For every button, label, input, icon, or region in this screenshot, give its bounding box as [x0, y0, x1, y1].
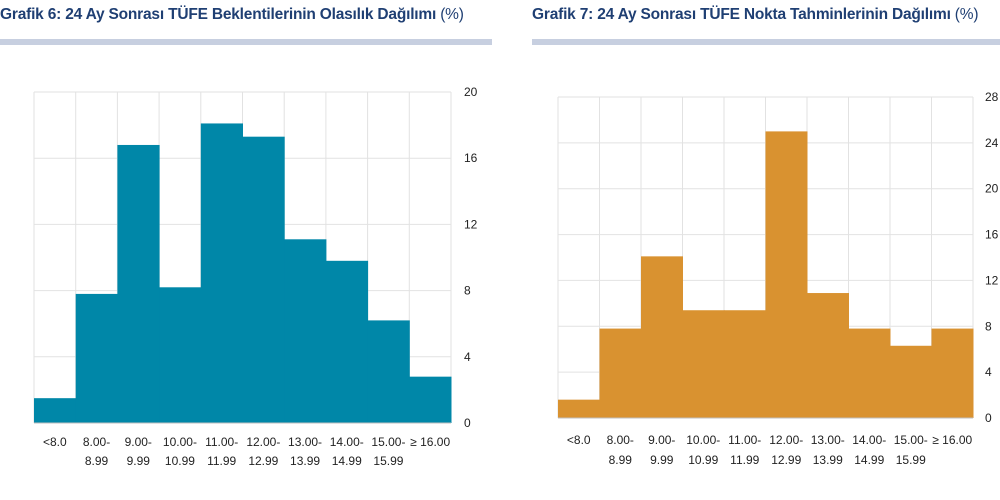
g6-ytick-label-2: 8 — [464, 284, 471, 298]
g7-bar-3 — [682, 310, 725, 418]
g7-bar-4 — [724, 310, 766, 418]
chart-title-7: Grafik 7: 24 Ay Sonrası TÜFE Nokta Tahmi… — [532, 6, 979, 24]
g7-xtick-label-4: 11.00- — [728, 433, 761, 447]
g7-xtick-label-0: <8.0 — [567, 433, 591, 447]
g7-ytick-label-6: 24 — [985, 136, 999, 150]
g6-xtick-label-6-line2: 13.99 — [290, 454, 320, 468]
g7-bar-9 — [931, 328, 974, 418]
g7-ytick-label-7: 28 — [985, 90, 999, 104]
g6-xtick-label-6: 13.00- — [288, 435, 322, 449]
g7-xtick-label-8-line2: 15.99 — [896, 453, 926, 467]
g7-bar-1 — [599, 328, 642, 418]
g6-xtick-label-3-line2: 10.99 — [165, 454, 195, 468]
g6-xtick-label-3: 10.00- — [163, 435, 197, 449]
g7-ytick-label-3: 12 — [985, 273, 999, 287]
g6-xtick-label-2-line2: 9.99 — [127, 454, 151, 468]
g6-xtick-label-5-line2: 12.99 — [248, 454, 278, 468]
g6-xtick-label-9: ≥ 16.00 — [410, 435, 450, 449]
g7-xtick-label-3-line2: 10.99 — [688, 453, 718, 467]
g6-xtick-label-4: 11.00- — [205, 435, 238, 449]
title-underline-7 — [532, 39, 1000, 45]
g6-xtick-label-1-line2: 8.99 — [85, 454, 109, 468]
g7-xtick-label-2-line2: 9.99 — [650, 453, 674, 467]
g7-xtick-label-8: 15.00- — [894, 433, 928, 447]
g6-bar-9 — [409, 376, 452, 423]
g7-bar-8 — [890, 345, 932, 418]
g6-bar-6 — [284, 239, 327, 423]
chart-panel-7: Grafik 7: 24 Ay Sonrası TÜFE Nokta Tahmi… — [532, 0, 1000, 500]
g6-xtick-label-5: 12.00- — [246, 435, 280, 449]
g6-xtick-label-2: 9.00- — [125, 435, 152, 449]
g7-xtick-label-5: 12.00- — [769, 433, 803, 447]
g7-xtick-label-7: 14.00- — [852, 433, 886, 447]
g6-bar-4 — [200, 123, 243, 423]
g7-xtick-label-3: 10.00- — [686, 433, 720, 447]
g6-xtick-label-1: 8.00- — [83, 435, 110, 449]
g6-xtick-label-4-line2: 11.99 — [207, 454, 236, 468]
g7-xtick-label-1-line2: 8.99 — [609, 453, 633, 467]
histogram-chart-7: 0 4 8 12 16 20 24 28 <8.0 8.00- 8.99 9.00- 9.99 10.00… — [557, 90, 999, 467]
g6-xtick-label-7: 14.00- — [330, 435, 364, 449]
g7-xtick-label-7-line2: 14.99 — [854, 453, 884, 467]
histogram-chart-6: 0 4 8 12 16 20 <8.0 8.00- 8.99 9.00- 9.99 10.00- 10.… — [33, 85, 478, 468]
chart-panel-6: Grafik 6: 24 Ay Sonrası TÜFE Beklentiler… — [0, 0, 492, 500]
g6-ytick-label-5: 20 — [464, 85, 478, 99]
g6-bar-0 — [34, 398, 77, 423]
chart-title-6-unit: (%) — [440, 6, 464, 23]
chart-title-7-unit: (%) — [954, 6, 979, 23]
g6-bar-3 — [159, 287, 202, 423]
g7-ytick-label-0: 0 — [985, 411, 992, 425]
chart-title-6-text: Grafik 6: 24 Ay Sonrası TÜFE Beklentiler… — [0, 6, 437, 23]
g6-bar-1 — [75, 293, 118, 423]
g6-xtick-label-8: 15.00- — [371, 435, 405, 449]
g6-xtick-label-7-line2: 14.99 — [332, 454, 362, 468]
g7-bar-7 — [848, 328, 891, 418]
g7-xtick-label-9: ≥ 16.00 — [932, 433, 972, 447]
g7-xtick-label-6-line2: 13.99 — [813, 453, 843, 467]
g6-ytick-label-0: 0 — [464, 416, 471, 430]
g7-bar-5 — [765, 131, 808, 418]
g7-xtick-label-4-line2: 11.99 — [730, 453, 759, 467]
g6-ytick-label-3: 12 — [464, 217, 478, 231]
title-underline-6 — [0, 39, 492, 45]
g6-bar-8 — [367, 320, 410, 423]
g7-xtick-label-6: 13.00- — [811, 433, 845, 447]
g7-ytick-label-1: 4 — [985, 365, 992, 379]
g7-bar-2 — [641, 256, 683, 418]
chart-title-6: Grafik 6: 24 Ay Sonrası TÜFE Beklentiler… — [0, 6, 464, 24]
g6-bar-7 — [325, 260, 369, 423]
g7-bar-0 — [558, 399, 600, 418]
g6-xtick-label-8-line2: 15.99 — [373, 454, 403, 468]
g6-ytick-label-4: 16 — [464, 151, 478, 165]
g7-bar-6 — [807, 293, 849, 418]
g6-bar-5 — [242, 136, 285, 423]
g7-ytick-label-5: 20 — [985, 182, 999, 196]
g7-ytick-label-4: 16 — [985, 228, 999, 242]
g7-xtick-label-5-line2: 12.99 — [771, 453, 801, 467]
g7-xtick-label-2: 9.00- — [648, 433, 675, 447]
g6-bar-2 — [117, 144, 160, 423]
g6-ytick-label-1: 4 — [464, 350, 471, 364]
g7-ytick-label-2: 8 — [985, 319, 992, 333]
g6-xtick-label-0: <8.0 — [43, 435, 67, 449]
chart-title-7-text: Grafik 7: 24 Ay Sonrası TÜFE Nokta Tahmi… — [532, 6, 951, 23]
g7-xtick-label-1: 8.00- — [607, 433, 634, 447]
